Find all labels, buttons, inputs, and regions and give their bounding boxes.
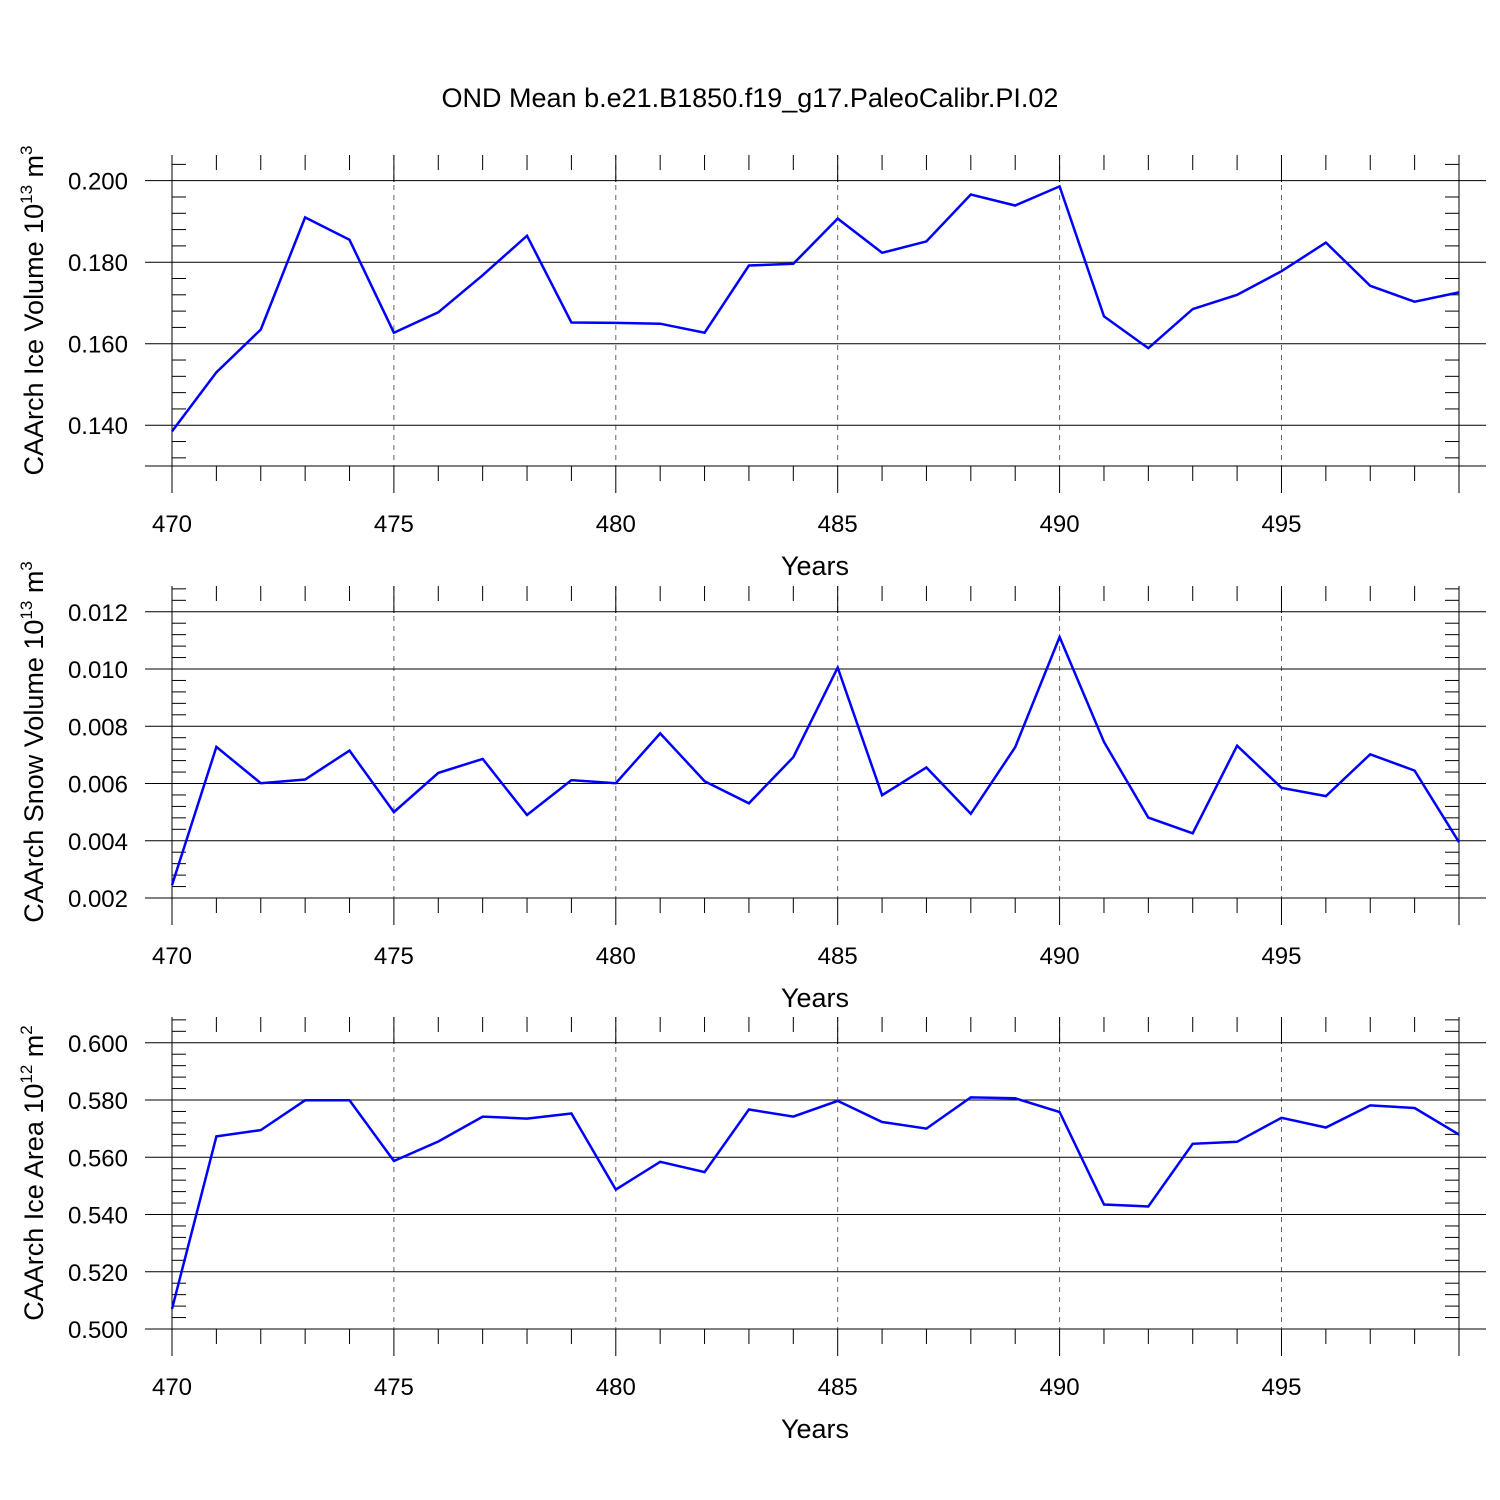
series-line bbox=[170, 633, 1461, 886]
y-axis-title-unit-exponent: 3 bbox=[17, 561, 36, 570]
x-axis-title: Years bbox=[781, 551, 849, 581]
x-tick-label: 470 bbox=[152, 943, 192, 970]
y-axis-title-exponent: 12 bbox=[17, 1065, 36, 1084]
x-axis-title: Years bbox=[781, 983, 849, 1013]
y-tick-label: 0.004 bbox=[68, 829, 128, 856]
y-axis-title-unit: m bbox=[19, 1035, 49, 1065]
y-axis-title: CAArch Snow Volume 1013 m3 bbox=[17, 561, 49, 923]
panels: 470 475 480 485 490 495 0.140 0.160 0.180 0.200 Ye… bbox=[17, 145, 1486, 1444]
x-tick-label: 480 bbox=[596, 943, 636, 970]
chart-panel-3: 470 475 480 485 490 495 0.500 0.520 0.540 0.560 0.… bbox=[17, 1017, 1486, 1444]
x-tick-label: 480 bbox=[596, 511, 636, 538]
x-tick-label: 475 bbox=[374, 511, 414, 538]
y-tick-label: 0.600 bbox=[68, 1031, 128, 1058]
x-tick-label: 490 bbox=[1040, 511, 1080, 538]
y-tick-label: 0.180 bbox=[68, 250, 128, 277]
y-tick-label: 0.140 bbox=[68, 413, 128, 440]
series-line bbox=[170, 1096, 1460, 1310]
y-axis-title: CAArch Ice Volume 1013 m3 bbox=[17, 145, 49, 475]
y-axis-title-main: CAArch Ice Volume 10 bbox=[19, 204, 49, 476]
y-tick-label: 0.560 bbox=[68, 1145, 128, 1172]
y-tick-label: 0.160 bbox=[68, 332, 128, 359]
chart-title: OND Mean b.e21.B1850.f19_g17.PaleoCalibr… bbox=[442, 83, 1059, 113]
x-axis-title: Years bbox=[781, 1414, 849, 1444]
y-tick-label: 0.580 bbox=[68, 1088, 128, 1115]
y-tick-label: 0.520 bbox=[68, 1260, 128, 1287]
x-tick-label: 485 bbox=[818, 1374, 858, 1401]
x-tick-label: 490 bbox=[1040, 1374, 1080, 1401]
y-axis-title-main: CAArch Ice Area 10 bbox=[19, 1084, 49, 1321]
chart-panel-2: 470 475 480 485 490 495 0.002 0.004 0.006 0.008 0.… bbox=[17, 561, 1486, 1013]
y-axis-title-unit: m bbox=[19, 155, 49, 185]
y-axis-title-main: CAArch Snow Volume 10 bbox=[19, 620, 49, 923]
series-line bbox=[171, 184, 1460, 433]
x-tick-label: 475 bbox=[374, 943, 414, 970]
y-axis-title-unit: m bbox=[19, 571, 49, 601]
y-tick-label: 0.002 bbox=[68, 886, 128, 913]
y-axis-title-exponent: 13 bbox=[17, 185, 36, 204]
x-tick-label: 475 bbox=[374, 1374, 414, 1401]
x-tick-label: 490 bbox=[1040, 943, 1080, 970]
y-axis-title-exponent: 13 bbox=[17, 601, 36, 620]
y-tick-label: 0.012 bbox=[68, 600, 128, 627]
y-axis-title-unit-exponent: 2 bbox=[17, 1025, 36, 1034]
x-tick-label: 495 bbox=[1261, 1374, 1301, 1401]
y-tick-label: 0.540 bbox=[68, 1203, 128, 1230]
x-tick-label: 470 bbox=[152, 511, 192, 538]
y-tick-label: 0.006 bbox=[68, 772, 128, 799]
x-tick-label: 495 bbox=[1261, 511, 1301, 538]
x-tick-label: 470 bbox=[152, 1374, 192, 1401]
y-tick-label: 0.500 bbox=[68, 1317, 128, 1344]
x-tick-label: 480 bbox=[596, 1374, 636, 1401]
x-tick-label: 485 bbox=[818, 511, 858, 538]
y-tick-label: 0.200 bbox=[68, 169, 128, 196]
chart-panel-1: 470 475 480 485 490 495 0.140 0.160 0.180 0.200 Ye… bbox=[17, 145, 1486, 581]
y-axis-title: CAArch Ice Area 1012 m2 bbox=[17, 1025, 49, 1321]
y-axis-title-unit-exponent: 3 bbox=[17, 145, 36, 154]
y-tick-label: 0.008 bbox=[68, 714, 128, 741]
y-tick-label: 0.010 bbox=[68, 657, 128, 684]
x-tick-label: 495 bbox=[1261, 943, 1301, 970]
x-tick-label: 485 bbox=[818, 943, 858, 970]
